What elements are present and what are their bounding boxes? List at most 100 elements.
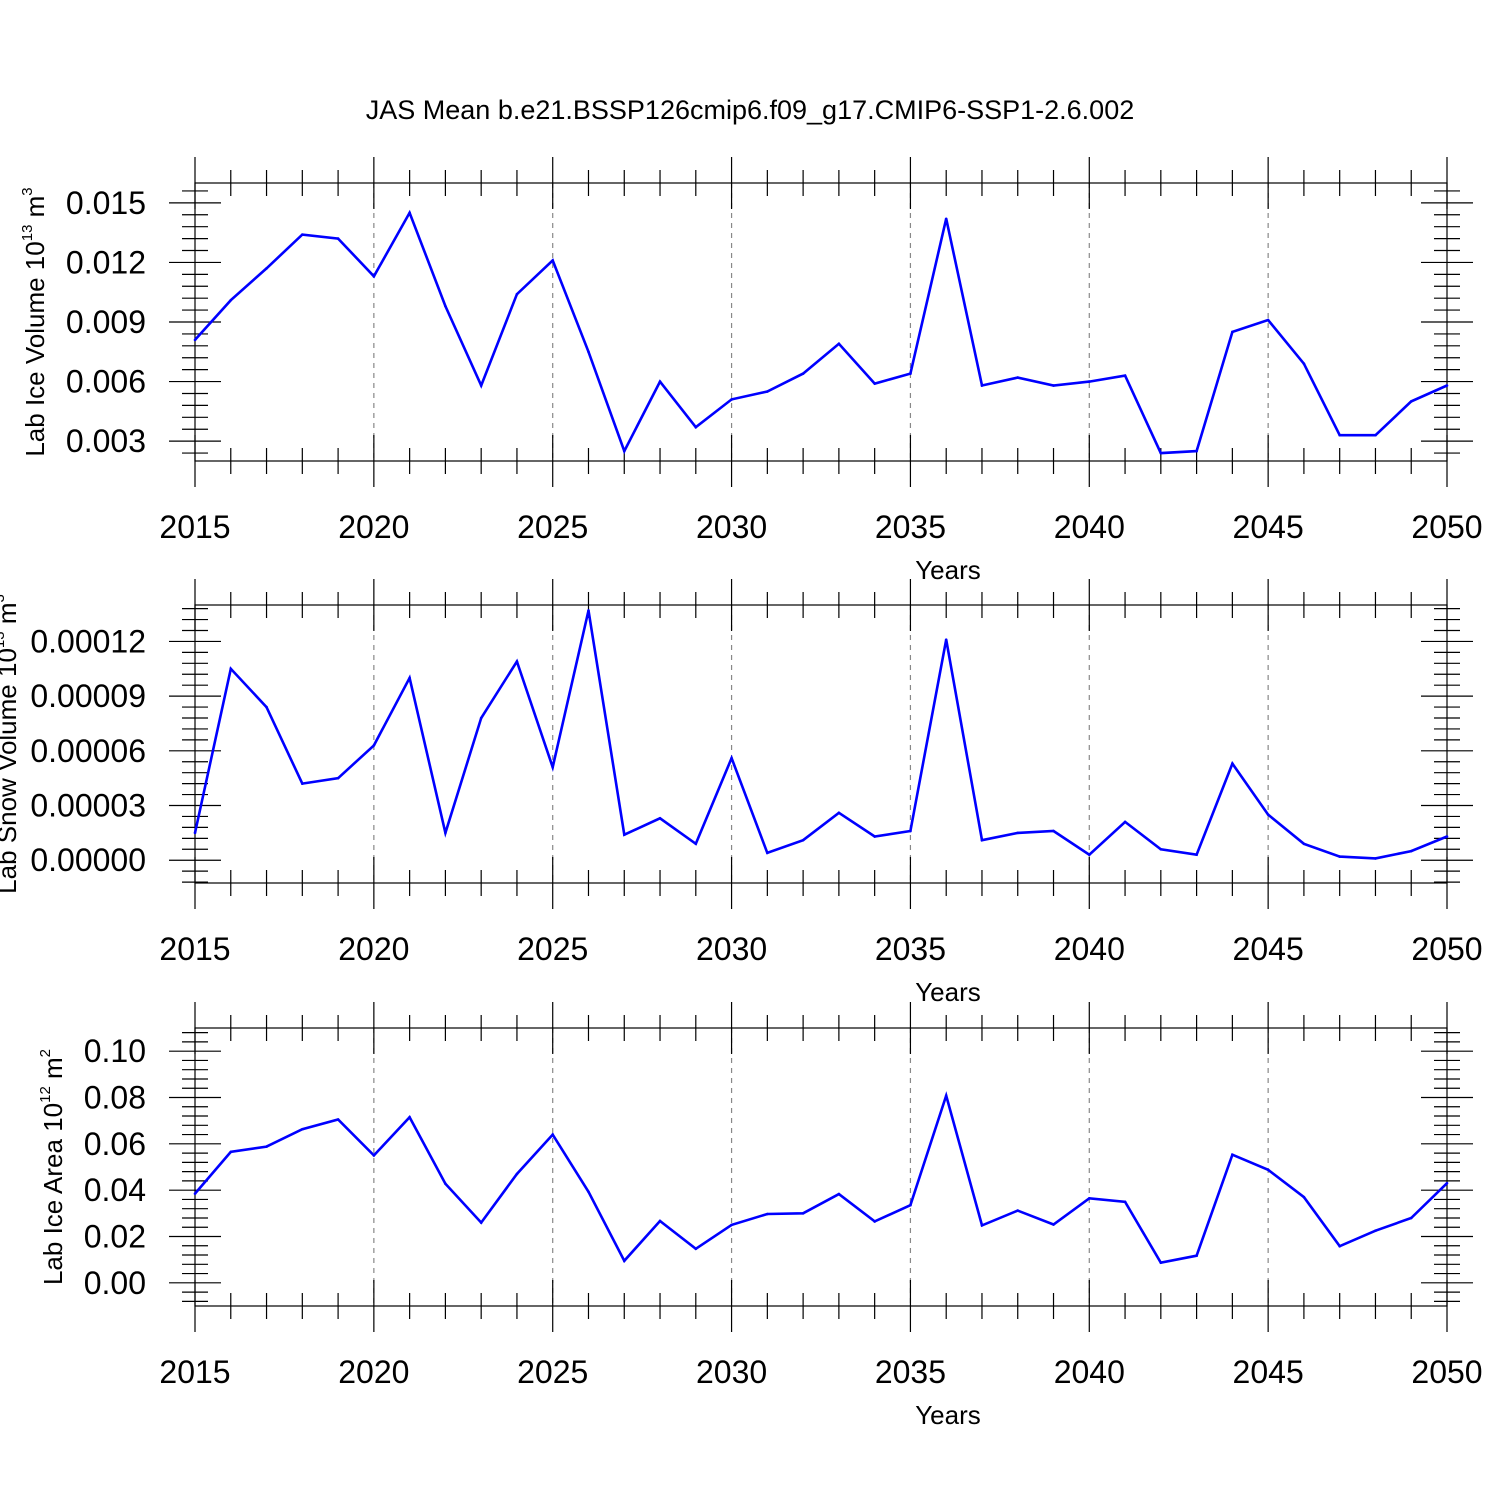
plot-frame — [194, 604, 1448, 884]
y-tick-label: 0.015 — [66, 185, 146, 221]
x-axis-label: Years — [915, 1400, 981, 1430]
x-tick-label: 2040 — [1054, 1354, 1125, 1390]
y-axis-label-unit: m — [20, 196, 50, 225]
x-tick-label: 2045 — [1233, 509, 1304, 545]
data-point — [1087, 380, 1091, 383]
data-point — [1409, 1216, 1413, 1220]
data-point — [1087, 853, 1091, 857]
data-point — [229, 667, 233, 671]
chart-panel-3: 0.00 0.02 0.04 0.06 0.08 0.10 2015 2020 2025 2030… — [37, 1002, 1483, 1430]
data-point — [372, 275, 376, 278]
data-point — [265, 1145, 268, 1148]
y-tick-label: 0.08 — [84, 1080, 146, 1116]
y-tick-label: 0.00000 — [30, 842, 146, 878]
data-point — [694, 842, 698, 846]
x-tick-label: 2035 — [875, 931, 946, 967]
data-point — [1302, 1195, 1306, 1199]
data-point — [408, 211, 411, 215]
series-line — [194, 209, 1448, 455]
x-tick-label: 2025 — [517, 1354, 588, 1390]
data-point — [1016, 831, 1020, 835]
data-point — [1445, 384, 1449, 387]
x-tick-label: 2030 — [696, 931, 767, 967]
data-point — [336, 776, 340, 780]
data-point — [1123, 1200, 1127, 1204]
x-tick-label: 2015 — [159, 509, 230, 545]
data-point — [336, 237, 340, 240]
data-point — [515, 1172, 519, 1176]
y-tick-label: 0.00 — [84, 1265, 146, 1301]
y-axis-label-main: Lab Ice Area 10 — [38, 1103, 68, 1285]
data-point — [837, 811, 841, 815]
data-point — [1445, 835, 1449, 838]
data-point — [730, 1223, 733, 1227]
data-point — [265, 705, 268, 709]
y-axis-label-exp: 12 — [37, 1086, 54, 1103]
data-point — [193, 831, 197, 835]
data-point — [408, 676, 411, 680]
data-point — [1374, 1229, 1377, 1233]
data-point — [551, 1133, 555, 1136]
data-point — [801, 838, 805, 842]
y-tick-label: 0.00006 — [30, 733, 146, 769]
data-point — [837, 342, 841, 346]
y-axis-label-unit: m — [0, 603, 22, 632]
series-line — [194, 1091, 1448, 1265]
y-tick-label: 0.06 — [84, 1126, 146, 1162]
x-tick-label: 2030 — [696, 1354, 767, 1390]
data-point — [694, 1247, 698, 1251]
x-tick-label: 2045 — [1233, 1354, 1304, 1390]
x-tick-label: 2020 — [338, 931, 409, 967]
data-point — [1338, 1244, 1341, 1248]
y-tick-label: 0.003 — [66, 423, 146, 459]
data-point — [444, 831, 447, 835]
data-point — [1374, 433, 1377, 437]
y-tick-label: 0.10 — [84, 1033, 146, 1069]
data-point — [980, 384, 984, 387]
y-axis-label-unit-exp: 2 — [37, 1049, 54, 1057]
data-point — [944, 1094, 948, 1097]
data-point — [1159, 1261, 1163, 1264]
data-point — [1052, 829, 1055, 833]
data-point — [837, 1192, 841, 1196]
data-point — [1087, 1196, 1091, 1200]
data-point — [944, 638, 948, 641]
data-point — [980, 838, 984, 842]
data-point — [1231, 330, 1234, 334]
data-point — [1266, 813, 1270, 816]
data-point — [1016, 1209, 1020, 1212]
y-axis-label-main: Lab Snow Volume 10 — [0, 648, 22, 894]
data-point — [1266, 318, 1270, 322]
data-point — [265, 267, 268, 270]
data-point — [336, 1118, 340, 1121]
y-tick-label: 0.012 — [66, 244, 146, 280]
x-axis-label: Years — [915, 555, 981, 585]
data-point — [909, 829, 912, 833]
data-point — [444, 1182, 447, 1185]
data-point — [1266, 1168, 1270, 1172]
data-point — [301, 233, 304, 236]
x-tick-label: 2030 — [696, 509, 767, 545]
data-point — [301, 1127, 304, 1131]
y-axis-label: Lab Ice Area 1012 m2 — [37, 1049, 68, 1285]
x-tick-label: 2045 — [1233, 931, 1304, 967]
data-point — [658, 1219, 662, 1223]
data-point — [1195, 449, 1198, 453]
data-point — [873, 382, 876, 385]
data-point — [479, 1221, 483, 1224]
x-tick-label: 2025 — [517, 931, 588, 967]
y-axis-label-unit-exp: 3 — [0, 594, 8, 602]
data-point — [658, 380, 662, 383]
data-point — [479, 384, 483, 387]
x-axis-label: Years — [915, 977, 981, 1007]
chart-panel-1: 0.003 0.006 0.009 0.012 0.015 2015 2020 2025 203… — [19, 157, 1483, 585]
data-point — [1409, 400, 1413, 403]
data-point — [801, 372, 805, 375]
data-point — [909, 372, 912, 375]
data-point — [1159, 847, 1163, 851]
data-point — [1338, 855, 1341, 858]
y-axis-label: Lab Snow Volume 1013 m3 — [0, 594, 22, 894]
data-point — [193, 1192, 197, 1195]
data-point — [1302, 842, 1306, 846]
y-axis-label: Lab Ice Volume 1013 m3 — [19, 187, 50, 456]
